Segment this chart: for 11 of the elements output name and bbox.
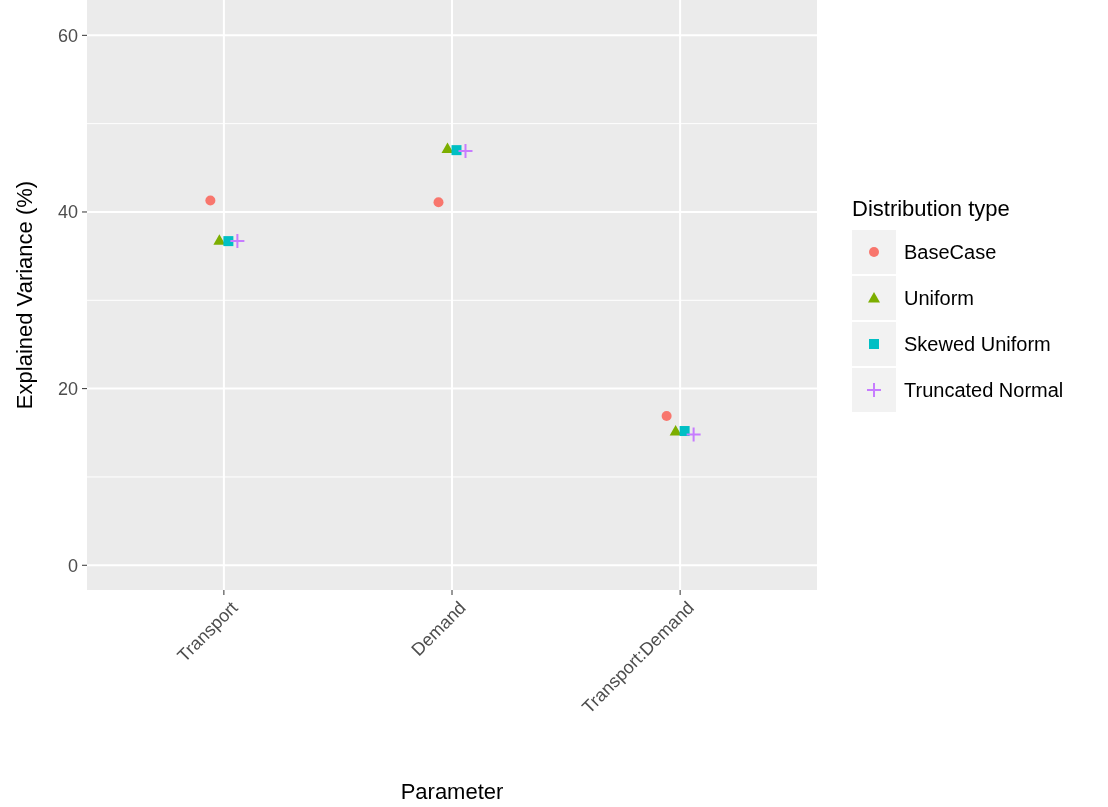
x-axis-title: Parameter bbox=[400, 779, 504, 804]
legend-label: Skewed Uniform bbox=[904, 333, 1051, 355]
y-tick-label: 0 bbox=[67, 555, 78, 576]
y-tick-label: 60 bbox=[57, 25, 78, 46]
legend-title: Distribution type bbox=[852, 196, 1010, 221]
legend-label: BaseCase bbox=[904, 241, 997, 263]
y-axis-title: Explained Variance (%) bbox=[12, 180, 37, 410]
legend-label: Truncated Normal bbox=[904, 379, 1064, 401]
y-tick-label: 20 bbox=[57, 378, 78, 399]
y-tick-label: 40 bbox=[57, 202, 78, 223]
legend-label: Uniform bbox=[904, 287, 975, 309]
